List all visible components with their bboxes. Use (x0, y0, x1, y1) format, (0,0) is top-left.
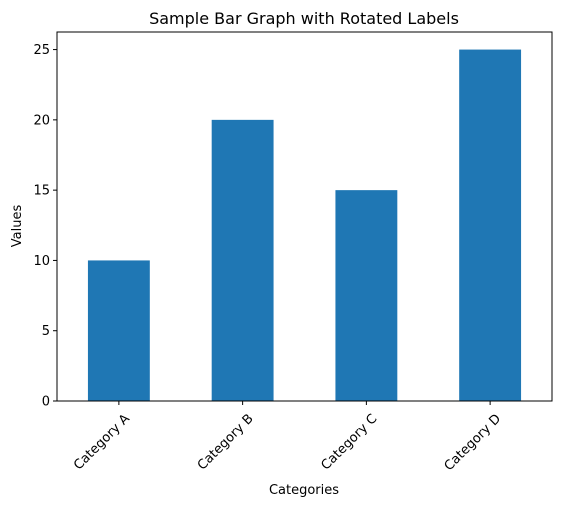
chart-title: Sample Bar Graph with Rotated Labels (149, 9, 459, 28)
bar-category-c (335, 190, 398, 401)
x-tick-label: Category B (195, 411, 257, 473)
bar-category-b (211, 119, 274, 401)
y-tick-label: 20 (33, 113, 50, 128)
x-tick-label: Category D (442, 411, 505, 474)
x-axis-label: Categories (269, 483, 339, 498)
x-tick-label: Category A (71, 411, 133, 473)
x-tick-label: Category C (318, 411, 380, 473)
y-tick-label: 0 (42, 395, 50, 410)
y-tick-label: 10 (33, 254, 50, 269)
y-tick-label: 15 (33, 184, 50, 199)
y-tick-label: 25 (33, 43, 50, 58)
y-tick-label: 5 (42, 324, 50, 339)
bar-category-d (459, 49, 522, 401)
y-axis-label: Values (10, 205, 25, 248)
axes-frame (56, 31, 553, 402)
plot-area: 0 5 10 15 20 25 Category A Category B Category C… (33, 31, 553, 474)
bar-category-a (87, 260, 150, 401)
